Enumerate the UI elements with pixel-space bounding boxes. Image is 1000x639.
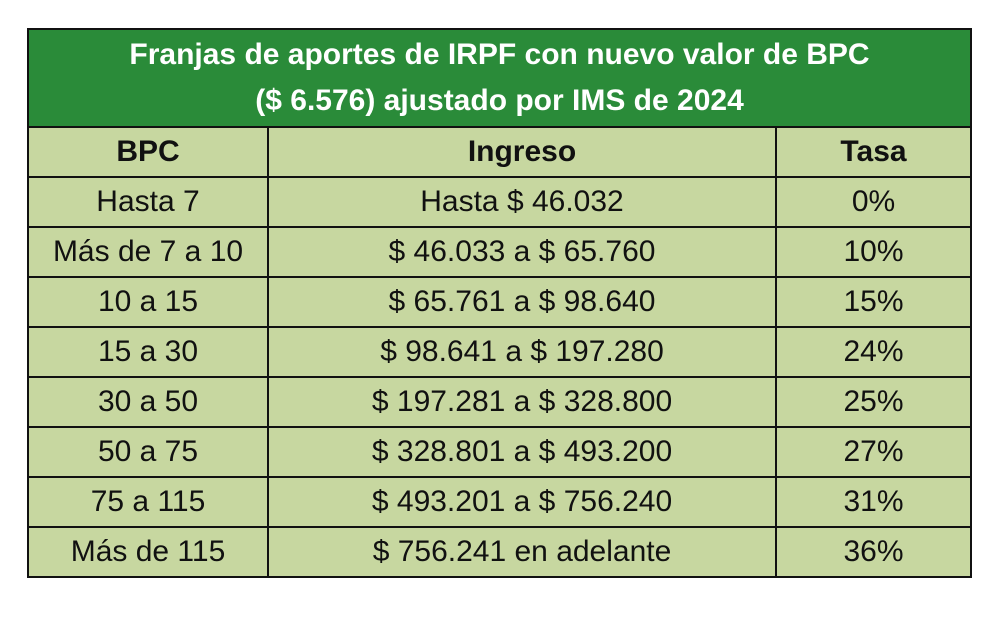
ingreso-cell: $ 197.281 a $ 328.800 [267,376,777,428]
ingreso-cell: $ 328.801 a $ 493.200 [267,426,777,478]
table-row: 50 a 75 $ 328.801 a $ 493.200 27% [27,426,973,478]
irpf-table: Franjas de aportes de IRPF con nuevo val… [26,28,973,578]
table-title: Franjas de aportes de IRPF con nuevo val… [26,28,973,128]
bpc-cell: 15 a 30 [27,326,269,378]
title-line-2: ($ 6.576) ajustado por IMS de 2024 [255,84,744,117]
ingreso-cell: $ 493.201 a $ 756.240 [267,476,777,528]
ingreso-cell: $ 98.641 a $ 197.280 [267,326,777,378]
bpc-cell: 50 a 75 [27,426,269,478]
table-row: 75 a 115 $ 493.201 a $ 756.240 31% [27,476,973,528]
tasa-cell: 31% [774,476,973,528]
table-row: 15 a 30 $ 98.641 a $ 197.280 24% [27,326,973,378]
tasa-cell: 10% [774,226,973,278]
tasa-cell: 24% [774,326,973,378]
table-row: Más de 7 a 10 $ 46.033 a $ 65.760 10% [27,226,973,278]
bpc-cell: Más de 7 a 10 [27,226,269,278]
table-row: Hasta 7 Hasta $ 46.032 0% [27,176,973,228]
ingreso-cell: Hasta $ 46.032 [267,176,777,228]
table-row: 30 a 50 $ 197.281 a $ 328.800 25% [27,376,973,428]
bpc-cell: Hasta 7 [27,176,269,228]
header-row: BPC Ingreso Tasa [27,126,973,178]
ingreso-cell: $ 65.761 a $ 98.640 [267,276,777,328]
header-tasa: Tasa [774,126,973,178]
bpc-cell: 30 a 50 [27,376,269,428]
tasa-cell: 25% [774,376,973,428]
table-row: 10 a 15 $ 65.761 a $ 98.640 15% [27,276,973,328]
header-bpc: BPC [27,126,269,178]
tasa-cell: 15% [774,276,973,328]
ingreso-cell: $ 46.033 a $ 65.760 [267,226,777,278]
header-ingreso: Ingreso [267,126,777,178]
tasa-cell: 27% [774,426,973,478]
title-row: Franjas de aportes de IRPF con nuevo val… [26,28,973,128]
ingreso-cell: $ 756.241 en adelante [267,526,777,578]
title-line-1: Franjas de aportes de IRPF con nuevo val… [129,38,870,71]
bpc-cell: 75 a 115 [27,476,269,528]
bpc-cell: 10 a 15 [27,276,269,328]
table-row: Más de 115 $ 756.241 en adelante 36% [27,526,973,578]
tasa-cell: 0% [774,176,973,228]
tasa-cell: 36% [774,526,973,578]
bpc-cell: Más de 115 [27,526,269,578]
